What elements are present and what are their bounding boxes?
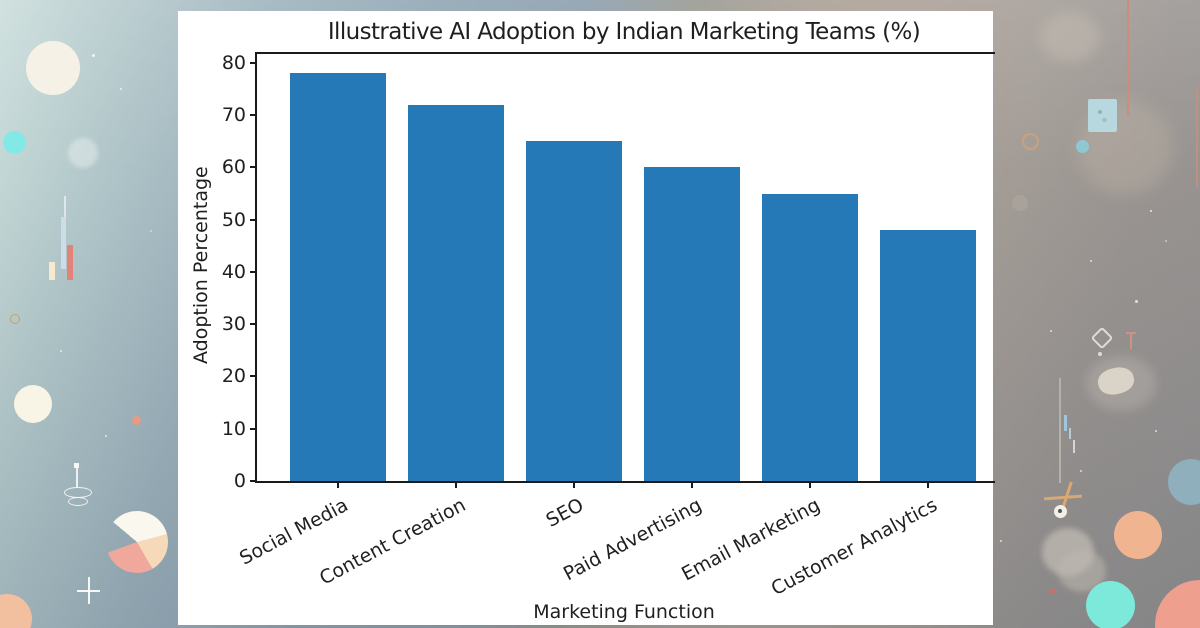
bar-paid-advertising [644, 167, 740, 481]
y-axis-tick-label: 60 [221, 156, 246, 179]
y-axis-tick [250, 375, 257, 378]
x-axis-tick [691, 481, 693, 488]
decor-squiggle [1102, 118, 1107, 122]
decor-speckle [1000, 540, 1002, 542]
decor-dot [132, 416, 141, 425]
y-axis-tick-label: 10 [221, 417, 246, 440]
y-axis-tick [250, 114, 257, 117]
decor-dash [1069, 428, 1071, 439]
decor-ufo-doodle [76, 468, 78, 488]
decor-sparkle [77, 590, 100, 592]
plot-area: 0 10 20 30 40 50 60 70 80 Social Media Content Cre… [222, 52, 995, 600]
y-axis-tick [250, 166, 257, 169]
decor-bokeh-circle [68, 138, 98, 168]
y-axis-tick-label: 20 [221, 365, 246, 388]
decor-bokeh-circle [1114, 511, 1162, 559]
decor-bokeh-circle [0, 594, 32, 628]
decor-bokeh-circle [1086, 581, 1135, 628]
bar-customer-analytics [880, 230, 976, 481]
decor-mini-bar [61, 217, 66, 269]
chart-title: Illustrative AI Adoption by Indian Marke… [327, 19, 921, 45]
bar-email-marketing [762, 193, 858, 481]
x-axis-tick-label: Social Media [235, 494, 352, 570]
x-axis-tick [573, 481, 575, 488]
decor-diamond [1090, 326, 1114, 350]
decor-speckle [1135, 300, 1138, 303]
decor-speckle [1165, 240, 1167, 242]
decor-dot [1098, 352, 1102, 356]
decor-dot [1012, 195, 1028, 211]
decor-vline [1127, 0, 1129, 116]
decor-dot [1076, 140, 1089, 153]
decor-pie-doodle [106, 511, 168, 573]
y-axis-tick [250, 427, 257, 430]
decor-speckle [92, 54, 95, 57]
decor-speckle [1048, 589, 1056, 594]
x-axis-tick [809, 481, 811, 488]
bar-social-media [290, 73, 386, 481]
x-axis-tick [455, 481, 457, 488]
decor-t-doodle [1130, 332, 1132, 349]
y-axis-tick-label: 30 [221, 313, 246, 336]
y-axis-tick [250, 270, 257, 273]
y-axis-tick [250, 61, 257, 64]
decor-bokeh-circle [1155, 580, 1200, 628]
x-axis-tick-label: SEO [542, 494, 588, 532]
x-axis-tick [927, 481, 929, 488]
decor-vline [1059, 378, 1061, 483]
decor-speckle [1150, 210, 1152, 212]
decor-vline [1196, 88, 1198, 188]
decor-mini-bar [67, 245, 73, 280]
decor-speckle [1050, 330, 1052, 332]
decor-dash [1064, 415, 1067, 431]
decor-speckle [1090, 260, 1092, 262]
decor-ufo-doodle [74, 463, 79, 468]
bar-content-creation [408, 104, 504, 481]
decor-speckle [1080, 470, 1082, 472]
y-axis-tick-label: 70 [221, 104, 246, 127]
y-axis-tick-label: 0 [233, 470, 246, 492]
x-axis-label: Marketing Function [533, 601, 715, 623]
decor-bokeh-circle [1168, 459, 1200, 505]
decor-square [1088, 99, 1117, 132]
decor-squiggle [1098, 110, 1102, 114]
bar-seo [526, 141, 622, 481]
y-axis-tick [250, 480, 257, 482]
decor-speckle [1058, 509, 1062, 513]
y-axis-tick-label: 40 [221, 260, 246, 283]
decor-speckle [105, 435, 107, 437]
decor-speckle [120, 88, 122, 90]
chart-figure: Illustrative AI Adoption by Indian Marke… [178, 11, 995, 625]
y-axis-tick [250, 218, 257, 221]
decor-ring [10, 314, 20, 324]
decor-ufo-doodle [68, 497, 88, 506]
decor-speckle [1155, 430, 1157, 432]
decor-speckle [60, 350, 62, 352]
y-axis-tick [250, 323, 257, 326]
decor-ring [1022, 133, 1039, 150]
decor-mini-chart-line [64, 196, 66, 218]
decor-soft-blob [1040, 12, 1100, 62]
decor-bokeh-circle [26, 41, 80, 95]
decor-bokeh-circle [3, 131, 26, 154]
decor-bokeh-circle [14, 385, 52, 423]
decor-dash [1073, 440, 1075, 453]
decor-speckle [150, 230, 152, 232]
decor-mini-bar [49, 262, 55, 280]
y-axis-tick-label: 50 [221, 208, 246, 231]
x-axis-tick [337, 481, 339, 488]
y-axis-tick-label: 80 [221, 51, 246, 74]
